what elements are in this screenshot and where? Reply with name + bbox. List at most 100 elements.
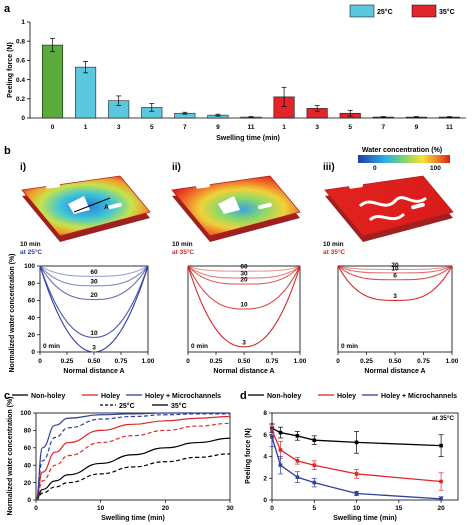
colorbar-gradient	[358, 155, 450, 163]
profile-curve	[187, 265, 301, 272]
plot-frame	[35, 412, 231, 501]
profile-curve	[187, 265, 301, 310]
profile-curve	[39, 265, 149, 301]
x-tick-label: 0.25	[210, 358, 223, 365]
x-tick-label: 20	[437, 505, 445, 512]
b-y-axis-label: Normalized water concentration (%)	[9, 253, 16, 372]
y-tick-label: 40	[24, 462, 32, 469]
y-tick-label: 0	[31, 349, 35, 356]
panel-letter-c: c	[4, 390, 10, 402]
data-point	[439, 479, 443, 484]
legend: 25°C 35°C	[349, 4, 455, 18]
sim-iii-channel	[368, 212, 406, 222]
sim-iii-time: 10 min	[323, 241, 344, 248]
x-tick-label: 30	[226, 505, 234, 512]
x-axis-label: Normal distance A	[63, 368, 124, 375]
profile-curve	[187, 265, 301, 279]
data-point	[278, 463, 283, 467]
profile-curve	[39, 265, 149, 277]
d-x-axis-label: Swelling time (min)	[333, 515, 397, 522]
roman-i: i)	[20, 162, 26, 173]
y-tick-label: 20	[28, 332, 36, 339]
sim-ii-hole	[196, 183, 210, 189]
y-tick-label: 100	[20, 410, 31, 417]
profile-curve	[337, 265, 453, 274]
series-line	[271, 430, 442, 483]
y-tick-label: 0	[21, 115, 25, 122]
x-axis-label: Swelling time (min)	[216, 135, 280, 142]
profile-curve	[39, 265, 149, 353]
x-tick-label: 3	[315, 124, 319, 131]
legend-d-holey-micro: Holey + Microchannels	[381, 393, 457, 400]
x-tick-label: 0	[186, 358, 190, 365]
data-point	[354, 472, 359, 476]
x-tick-label: 1	[84, 124, 88, 131]
legend-c-nonholey: Non-holey	[31, 393, 65, 400]
data-point	[312, 480, 317, 485]
sim-iii-channel	[358, 196, 427, 208]
x-axis-label: Normal distance A	[364, 368, 425, 375]
legend-d-holey: Holey	[337, 393, 356, 400]
x-tick-label: 10	[97, 505, 105, 512]
c-y-axis-label: Normalized water concentration (%)	[7, 396, 14, 515]
curve-label: 3	[393, 293, 397, 300]
series-line	[271, 436, 442, 500]
y-tick-label: 8	[263, 410, 267, 417]
profile-curve	[187, 265, 301, 285]
sim-i-arrow	[73, 197, 111, 213]
y-tick-label: 0	[27, 497, 31, 504]
data-point	[312, 438, 317, 442]
bar-chart-a: Peeling force (N) Swelling time (min) 00…	[7, 4, 466, 142]
profile-curve	[337, 265, 453, 281]
x-axis-label: Normal distance A	[213, 368, 274, 375]
plot-frame	[271, 412, 459, 501]
sim-i-hole	[68, 196, 90, 214]
sim-i-hole	[46, 183, 60, 189]
legend-label-35: 35°C	[439, 8, 455, 16]
corner-label: 0 min	[191, 343, 208, 350]
x-tick-label: 1.00	[446, 358, 459, 365]
panel-letter-a: a	[4, 3, 11, 15]
data-point	[312, 463, 317, 467]
profile-curve	[337, 265, 453, 270]
x-tick-label: 0.75	[266, 358, 279, 365]
sim-i-arrow-label: A	[104, 204, 109, 211]
curve-label: 6	[393, 272, 397, 279]
bar	[75, 66, 97, 119]
sim-i-temp: at 25°C	[20, 248, 42, 256]
curve-label: 20	[240, 277, 248, 284]
x-tick-label: 0	[51, 124, 55, 131]
x-tick-label: 1	[282, 124, 286, 131]
data-point	[278, 448, 283, 452]
curve-label: 3	[242, 339, 246, 346]
sim-ii-hole	[218, 196, 240, 214]
y-tick-label: 4	[263, 454, 267, 461]
curve-label: 30	[240, 271, 248, 278]
profile-curve	[337, 265, 453, 301]
x-tick-label: 0.25	[360, 358, 373, 365]
legend-c-35: 35°C	[171, 402, 187, 410]
x-tick-label: 5	[150, 124, 154, 131]
sim-i-time: 10 min	[20, 241, 41, 248]
sim-iii-hole	[349, 183, 363, 189]
x-tick-label: 7	[381, 124, 385, 131]
legend-swatch-35	[411, 4, 437, 18]
x-tick-label: 0.25	[61, 358, 74, 365]
x-tick-label: 0.75	[115, 358, 128, 365]
panel-letter-b: b	[4, 145, 11, 157]
x-tick-label: 0.50	[238, 358, 251, 365]
legend-c-25: 25°C	[119, 402, 135, 410]
roman-ii: ii)	[172, 162, 181, 173]
colorbar: Water concentration (%) 0 100	[358, 147, 450, 172]
curve-label: 60	[240, 264, 248, 271]
x-tick-label: 0.50	[88, 358, 101, 365]
x-tick-label: 11	[248, 124, 255, 131]
x-tick-label: 7	[183, 124, 187, 131]
curve-label: 30	[90, 278, 98, 285]
sim-i-hole	[108, 202, 122, 210]
y-tick-label: 1	[21, 19, 25, 26]
line-chart-c: 0 10 20 30 0 20 40 60 80 100	[20, 410, 234, 512]
bars: 0 1 3 5 7 9 11 1 3 5 7 9 11	[42, 37, 460, 131]
x-tick-label: 11	[446, 124, 453, 131]
